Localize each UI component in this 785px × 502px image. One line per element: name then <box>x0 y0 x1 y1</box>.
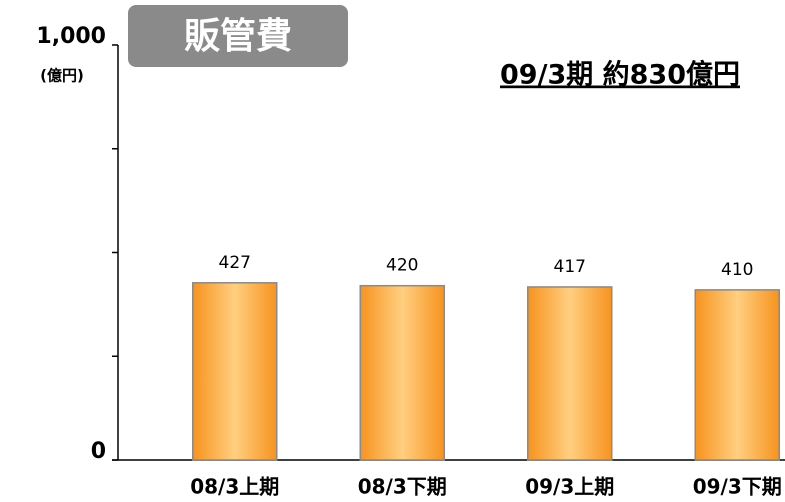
bar <box>192 282 278 461</box>
annotation: 09/3期 約830億円 <box>500 59 740 91</box>
bar <box>694 289 780 461</box>
y-unit: (億円) <box>40 67 84 85</box>
chart-title: 販管費 <box>184 16 292 57</box>
value-label: 417 <box>554 257 586 277</box>
x-tick-label: 08/3下期 <box>358 475 447 499</box>
value-label: 420 <box>386 256 418 276</box>
bar <box>359 284 445 461</box>
y-tick-label: 1,000 <box>36 24 106 49</box>
x-tick-label: 09/3下期 <box>693 475 782 499</box>
bar <box>527 286 613 461</box>
x-tick-label: 08/3上期 <box>190 475 279 499</box>
value-label: 427 <box>219 253 251 273</box>
x-tick-label: 09/3上期 <box>525 475 614 499</box>
title-badge <box>128 5 348 67</box>
value-label: 410 <box>721 260 753 280</box>
y-tick-label: 0 <box>91 439 106 464</box>
